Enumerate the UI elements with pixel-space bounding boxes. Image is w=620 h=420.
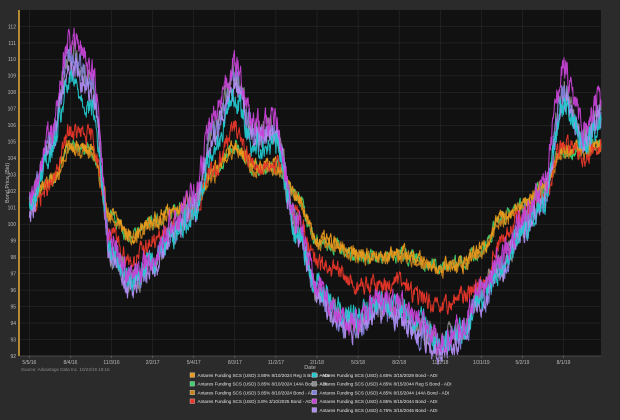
x-tick-label: 5/4/17 <box>187 360 201 366</box>
series-line <box>28 138 602 279</box>
x-tick-label: 1/31/19 <box>473 360 490 366</box>
x-tick-label: 5/5/16 <box>22 360 36 366</box>
legend-swatch <box>311 398 317 404</box>
y-tick-label: 111 <box>8 41 16 47</box>
y-axis-title: Bond Price (Bid) <box>5 163 11 203</box>
series-line <box>28 27 602 356</box>
legend-label: Antares Funding SCS (USD) 4.75% 3/15/204… <box>320 408 438 413</box>
legend-swatch <box>189 372 195 378</box>
x-tick-label: 8/2/18 <box>392 360 406 366</box>
legend-swatch <box>311 372 317 378</box>
y-tick-label: 99 <box>10 238 16 244</box>
x-tick-label: 2/2/17 <box>146 360 160 366</box>
y-tick-label: 107 <box>8 107 17 113</box>
y-tick-label: 105 <box>8 140 17 146</box>
y-tick-label: 112 <box>8 24 16 30</box>
legend-label: Antares Funding SCS (USD) 3.85% 8/10/202… <box>198 373 330 378</box>
y-tick-label: 103 <box>8 173 17 179</box>
y-tick-label: 108 <box>8 90 17 96</box>
y-tick-label: 94 <box>10 321 16 327</box>
x-tick-label: 11/2/17 <box>268 360 285 366</box>
series-line <box>28 139 602 275</box>
y-tick-label: 100 <box>8 222 17 228</box>
y-tick-label: 95 <box>10 304 16 310</box>
x-tick-label: 8/3/17 <box>228 360 242 366</box>
y-tick-label: 109 <box>8 74 17 80</box>
x-axis-title: Date <box>304 365 316 371</box>
legend-label: Antares Funding SCS (USD) 3.85% 8/10/202… <box>198 382 328 387</box>
series-line <box>28 57 602 365</box>
y-tick-label: 102 <box>8 189 17 195</box>
y-tick-label: 93 <box>10 337 16 343</box>
plot-area <box>19 10 601 356</box>
legend: Antares Funding SCS (USD) 3.85% 8/10/202… <box>189 372 452 413</box>
y-tick-label: 101 <box>8 206 17 212</box>
y-tick-labels: 92 93 94 95 96 97 98 99 100 101 102 103 104 105 106 107… <box>8 24 17 360</box>
y-tick-label: 96 <box>10 288 16 294</box>
y-tick-label: 92 <box>10 354 16 360</box>
y-tick-label: 104 <box>8 156 17 162</box>
legend-swatch <box>311 381 317 387</box>
legend-label: Antares Funding SCS (USD) 4.85% 8/15/204… <box>320 399 438 404</box>
legend-label: Antares Funding SCS (USD) 4.65% 3/15/202… <box>320 373 438 378</box>
source-note: Source: Advantage Data Inc. 10/23/19 19:… <box>21 367 110 372</box>
x-tick-label: 5/3/18 <box>351 360 365 366</box>
legend-swatch <box>189 398 195 404</box>
x-tick-label: 8/4/16 <box>64 360 78 366</box>
legend-swatch <box>189 381 195 387</box>
legend-swatch <box>311 407 317 413</box>
x-tick-label: 8/1/19 <box>557 360 571 366</box>
x-tick-label: 11/1/18 <box>432 360 449 366</box>
y-tick-label: 98 <box>10 255 16 261</box>
x-tick-label: 5/2/19 <box>515 360 529 366</box>
x-tick-labels: 5/5/16 8/4/16 11/3/16 2/2/17 5/4/17 8/3/17 11/… <box>22 356 571 366</box>
x-tick-label: 2/1/18 <box>310 360 324 366</box>
y-tick-label: 110 <box>8 57 16 63</box>
legend-label: Antares Funding SCS (USD) 3.8% 3/10/2025… <box>198 399 313 404</box>
legend-swatch <box>311 390 317 395</box>
y-tick-label: 97 <box>10 271 16 277</box>
series-lines <box>28 27 602 365</box>
legend-swatch <box>189 390 195 395</box>
x-tick-label: 11/3/16 <box>103 360 120 366</box>
legend-label: Antares Funding SCS (USD) 4.85% 8/15/204… <box>320 382 452 387</box>
y-tick-label: 106 <box>8 123 17 129</box>
legend-label: Antares Funding SCS (USD) 3.85% 8/10/202… <box>198 390 316 395</box>
legend-label: Antares Funding SCS (USD) 4.85% 8/15/204… <box>320 390 450 395</box>
